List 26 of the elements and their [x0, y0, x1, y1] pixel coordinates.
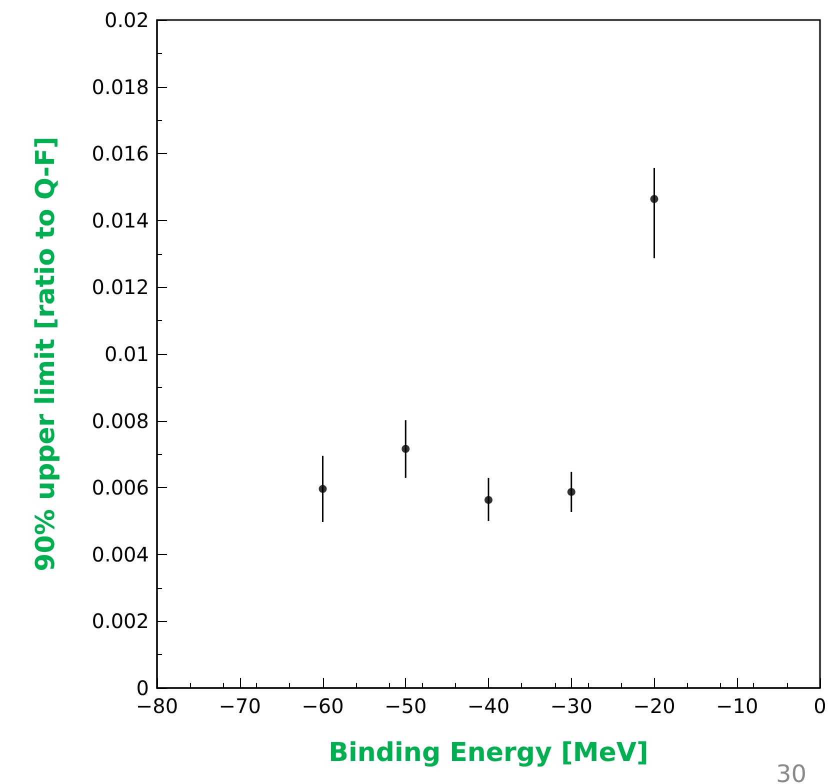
y-tick-label: 0.006: [92, 476, 149, 500]
y-tick-label: 0.002: [92, 609, 149, 634]
x-tick-label: −10: [716, 694, 758, 718]
point: [402, 444, 410, 453]
point: [567, 488, 576, 496]
x-tick-label: −60: [302, 694, 344, 718]
x-tick-label: −30: [550, 694, 592, 718]
y-tick-label: 0.014: [92, 208, 149, 232]
x-tick-label: 0: [814, 694, 826, 718]
y-tick-label: 0.02: [104, 8, 149, 32]
x-tick-label: −70: [218, 694, 261, 718]
x-tick-label: −50: [384, 694, 427, 718]
x-tick-label: −40: [467, 694, 510, 718]
point: [650, 195, 658, 204]
y-axis-title: 90% upper limit [ratio to Q-F]: [31, 136, 61, 572]
x-axis-title: Binding Energy [MeV]: [328, 738, 648, 768]
y-tick-label: 0.008: [92, 408, 149, 433]
y-tick-label: 0.016: [92, 142, 149, 166]
point: [484, 496, 492, 504]
point: [318, 484, 327, 493]
y-tick-label: 0.012: [92, 275, 149, 300]
y-tick-label: 0.01: [104, 342, 149, 366]
y-tick-label: 0.018: [92, 74, 149, 99]
x-tick-label: −20: [633, 694, 676, 718]
y-tick-label: 0.004: [92, 542, 149, 566]
text: 30: [776, 760, 807, 784]
